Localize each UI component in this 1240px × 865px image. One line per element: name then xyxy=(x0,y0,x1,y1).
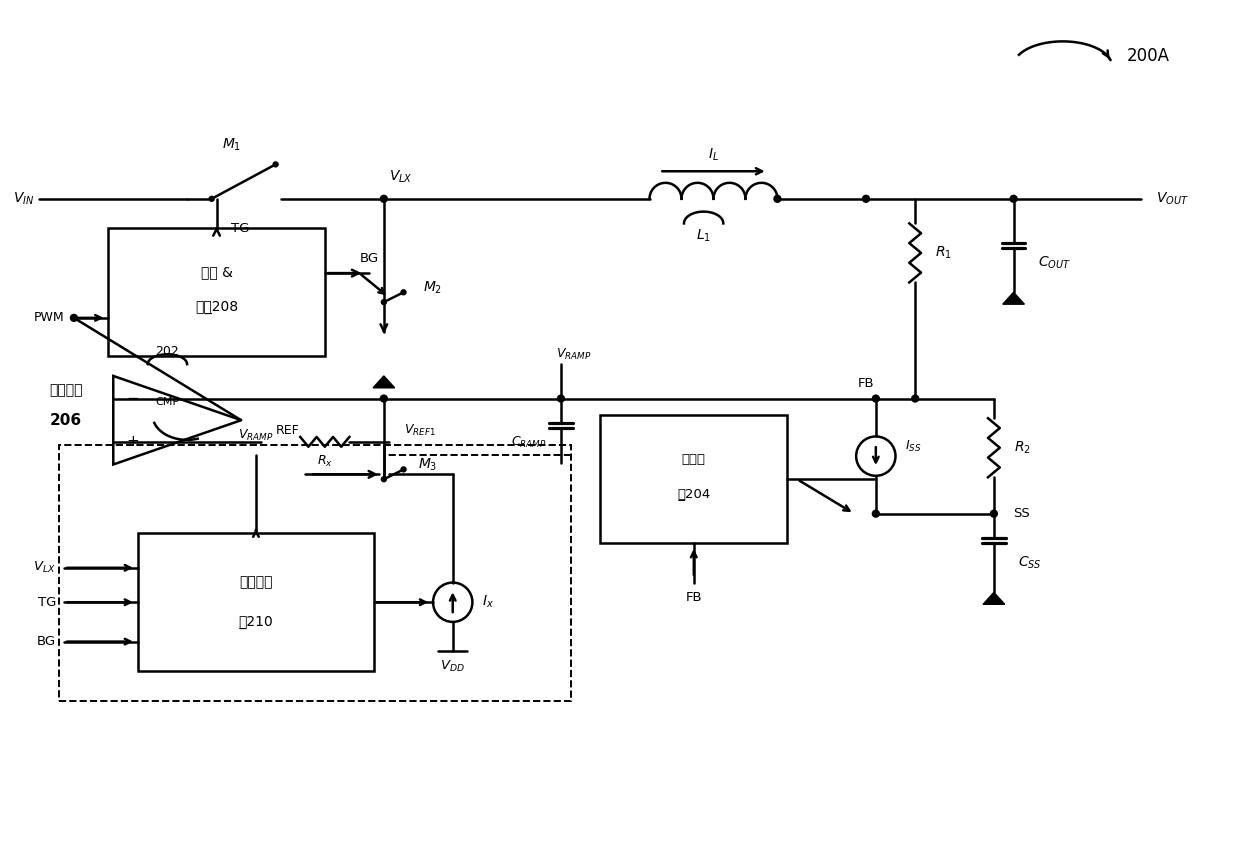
Text: 200A: 200A xyxy=(1127,47,1169,65)
Bar xyxy=(138,534,374,671)
Text: $M_1$: $M_1$ xyxy=(222,137,241,153)
Bar xyxy=(108,228,325,356)
Circle shape xyxy=(774,195,781,202)
Polygon shape xyxy=(373,376,394,388)
Circle shape xyxy=(381,195,387,202)
Text: 短路保: 短路保 xyxy=(682,453,706,466)
Polygon shape xyxy=(983,593,1004,605)
Text: 护̲204: 护̲204 xyxy=(677,488,711,501)
Text: 电流发生: 电流发生 xyxy=(239,575,273,590)
Text: $V_{OUT}$: $V_{OUT}$ xyxy=(1156,190,1189,207)
Text: $V_{REF1}$: $V_{REF1}$ xyxy=(403,422,435,438)
Circle shape xyxy=(210,196,215,202)
Circle shape xyxy=(873,395,879,402)
Text: CMP: CMP xyxy=(155,398,180,407)
Circle shape xyxy=(381,395,387,402)
Text: 器̲210: 器̲210 xyxy=(238,615,273,629)
Text: $C_{RAMP}$: $C_{RAMP}$ xyxy=(511,435,546,451)
Text: TG: TG xyxy=(232,221,249,234)
Text: SS: SS xyxy=(1013,507,1030,520)
Text: $C_{OUT}$: $C_{OUT}$ xyxy=(1038,254,1071,271)
Text: −: − xyxy=(126,391,139,406)
Circle shape xyxy=(401,290,405,295)
Text: $R_x$: $R_x$ xyxy=(317,454,332,469)
Text: 迟滞编程: 迟滞编程 xyxy=(50,384,83,398)
Bar xyxy=(60,445,570,701)
Text: $R_1$: $R_1$ xyxy=(935,245,952,261)
Text: FB: FB xyxy=(858,377,874,390)
Text: 206: 206 xyxy=(50,413,82,427)
Text: +: + xyxy=(126,434,139,449)
Text: $I_x$: $I_x$ xyxy=(482,594,495,611)
Text: $I_{SS}$: $I_{SS}$ xyxy=(905,439,921,454)
Text: $I_L$: $I_L$ xyxy=(708,146,719,163)
Text: $V_{IN}$: $V_{IN}$ xyxy=(14,190,35,207)
Text: TG: TG xyxy=(38,596,56,609)
Circle shape xyxy=(382,299,387,304)
Circle shape xyxy=(991,510,997,517)
Text: $M_2$: $M_2$ xyxy=(423,279,443,296)
Text: 逻辑̲208: 逻辑̲208 xyxy=(195,300,238,314)
Text: $C_{SS}$: $C_{SS}$ xyxy=(1018,554,1043,571)
Circle shape xyxy=(382,477,387,482)
Circle shape xyxy=(401,467,405,472)
Text: $V_{RAMP}$: $V_{RAMP}$ xyxy=(238,427,274,443)
Text: BG: BG xyxy=(360,252,378,265)
Text: $V_{LX}$: $V_{LX}$ xyxy=(389,169,413,185)
Bar xyxy=(600,415,787,543)
Text: $V_{DD}$: $V_{DD}$ xyxy=(440,658,465,674)
Text: REF: REF xyxy=(275,424,299,437)
Text: PWM: PWM xyxy=(33,311,64,324)
Circle shape xyxy=(863,195,869,202)
Text: 202: 202 xyxy=(155,345,180,358)
Text: $V_{RAMP}$: $V_{RAMP}$ xyxy=(556,347,591,362)
Text: 驱动 &: 驱动 & xyxy=(201,266,233,279)
Circle shape xyxy=(273,162,278,167)
Text: $V_{LX}$: $V_{LX}$ xyxy=(33,561,56,575)
Text: $R_2$: $R_2$ xyxy=(1013,439,1030,456)
Circle shape xyxy=(873,510,879,517)
Circle shape xyxy=(558,395,564,402)
Text: $L_1$: $L_1$ xyxy=(696,228,711,245)
Text: $M_3$: $M_3$ xyxy=(418,456,438,472)
Circle shape xyxy=(911,395,919,402)
Circle shape xyxy=(71,314,77,321)
Text: FB: FB xyxy=(686,591,702,604)
Polygon shape xyxy=(1003,292,1024,304)
Text: BG: BG xyxy=(37,635,56,648)
Circle shape xyxy=(1011,195,1017,202)
